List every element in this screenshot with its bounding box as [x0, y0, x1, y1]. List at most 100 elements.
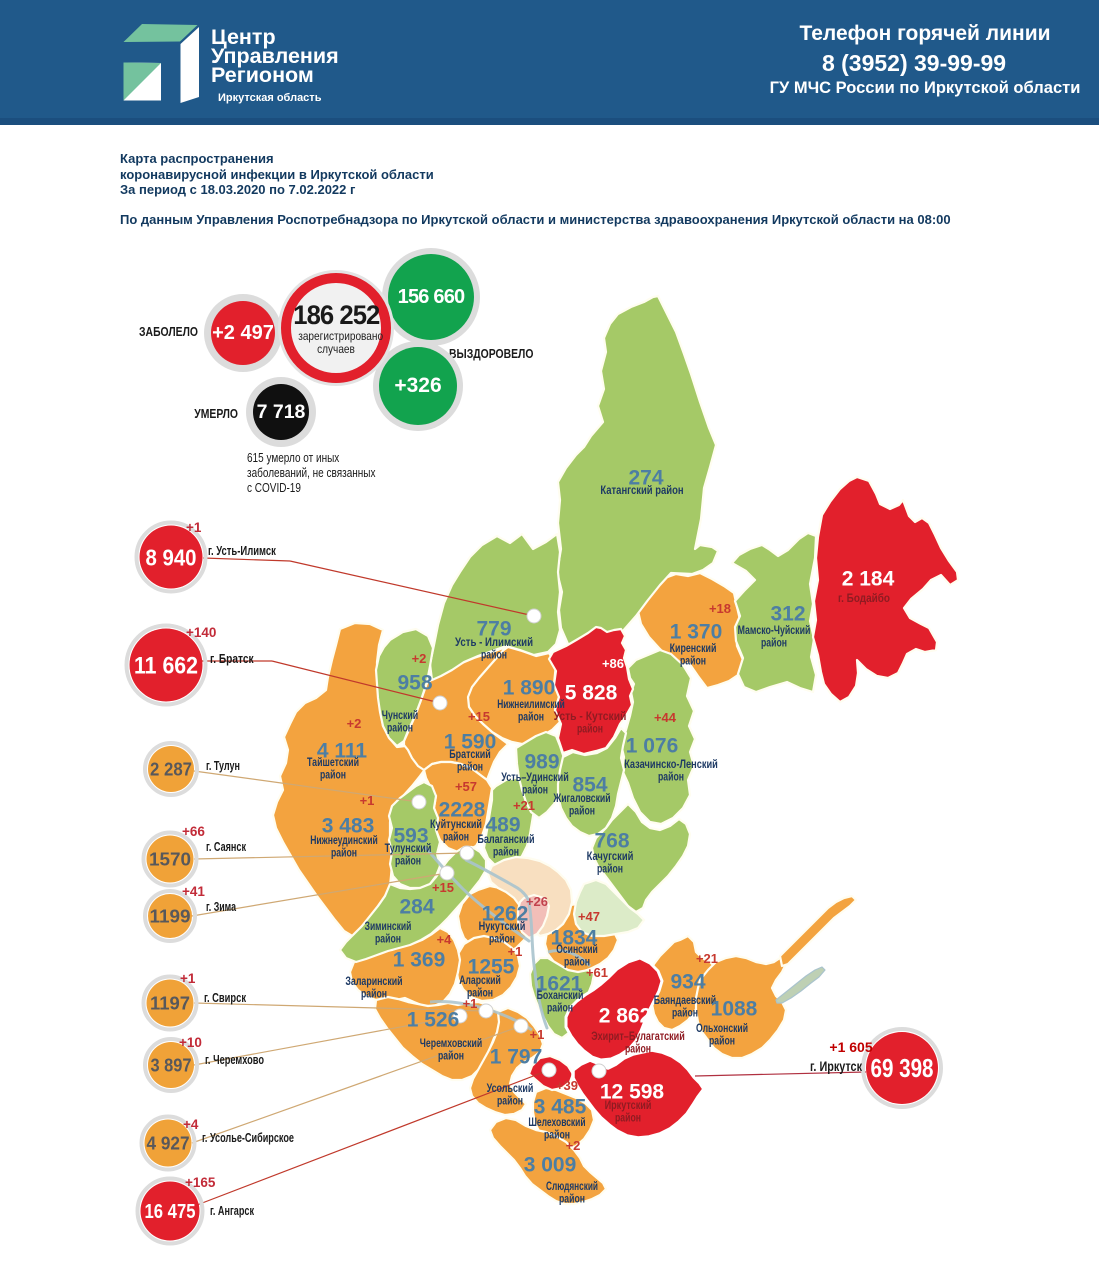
svg-text:Жигаловский: Жигаловский [553, 791, 611, 805]
svg-text:+1: +1 [530, 1027, 545, 1042]
svg-text:Аларский: Аларский [459, 973, 501, 987]
svg-text:Баяндаевский: Баяндаевский [654, 993, 716, 1007]
svg-text:1199: 1199 [150, 906, 191, 926]
svg-text:489: 489 [485, 814, 520, 837]
svg-text:г. Саянск: г. Саянск [206, 839, 246, 854]
svg-text:район: район [569, 804, 595, 818]
svg-text:11 662: 11 662 [134, 653, 198, 680]
svg-text:г. Иркутск: г. Иркутск [810, 1059, 862, 1074]
svg-text:2 862: 2 862 [599, 1005, 652, 1028]
svg-text:район: район [709, 1034, 735, 1048]
svg-text:Черемховский: Черемховский [420, 1036, 482, 1050]
svg-text:+15: +15 [432, 880, 454, 895]
svg-text:779: 779 [476, 618, 511, 641]
svg-text:район: район [564, 955, 590, 969]
svg-text:район: район [761, 636, 787, 650]
svg-text:район: район [320, 768, 346, 782]
svg-text:район: район [615, 1111, 641, 1125]
svg-text:г. Усолье-Сибирское: г. Усолье-Сибирское [202, 1130, 294, 1145]
svg-text:Шелеховский: Шелеховский [528, 1115, 585, 1129]
svg-text:район: район [489, 932, 515, 946]
svg-text:2 184: 2 184 [842, 568, 895, 591]
svg-text:+165: +165 [185, 1175, 216, 1190]
svg-text:район: район [658, 770, 684, 784]
svg-text:Катангский район: Катангский район [600, 483, 683, 497]
svg-text:+57: +57 [455, 779, 477, 794]
svg-text:район: район [395, 854, 421, 868]
svg-text:+86: +86 [602, 656, 624, 671]
svg-text:Нижнеилимский: Нижнеилимский [497, 697, 565, 711]
svg-text:г. Свирск: г. Свирск [204, 990, 246, 1005]
svg-text:+2: +2 [412, 651, 427, 666]
svg-text:+1: +1 [360, 793, 375, 808]
svg-text:+18: +18 [709, 601, 731, 616]
svg-text:г. Бодайбо: г. Бодайбо [838, 591, 890, 605]
svg-text:район: район [522, 783, 548, 797]
svg-text:768: 768 [594, 830, 629, 853]
svg-text:район: район [438, 1049, 464, 1063]
svg-text:Ольхонский: Ольхонский [696, 1021, 748, 1035]
svg-text:г. Братск: г. Братск [210, 651, 254, 666]
svg-text:16 475: 16 475 [145, 1201, 196, 1223]
svg-text:+140: +140 [186, 625, 216, 640]
svg-text:Казачинско-Ленский: Казачинско-Ленский [624, 757, 718, 771]
svg-text:+1: +1 [463, 996, 478, 1011]
svg-text:Осинский: Осинский [556, 942, 598, 956]
svg-text:1255: 1255 [468, 956, 515, 979]
svg-text:1262: 1262 [482, 903, 529, 926]
svg-text:3 897: 3 897 [151, 1055, 192, 1075]
svg-text:район: район [331, 846, 357, 860]
svg-text:+21: +21 [696, 951, 718, 966]
svg-text:район: район [547, 1001, 573, 1015]
svg-text:Тайшетский: Тайшетский [307, 755, 359, 769]
svg-text:район: район [559, 1192, 585, 1206]
svg-text:Усть–Удинский: Усть–Удинский [501, 770, 569, 784]
svg-text:+1: +1 [186, 520, 202, 535]
svg-text:1 076: 1 076 [626, 735, 679, 758]
svg-text:934: 934 [670, 971, 705, 994]
svg-text:район: район [387, 721, 413, 735]
svg-text:+61: +61 [586, 965, 608, 980]
svg-text:Тулунский: Тулунский [385, 841, 432, 855]
svg-text:г. Усть-Илимск: г. Усть-Илимск [208, 543, 276, 558]
svg-text:Слюдянский: Слюдянский [546, 1179, 598, 1193]
svg-text:1570: 1570 [149, 849, 191, 869]
svg-text:1834: 1834 [551, 927, 598, 950]
svg-text:Иркутский: Иркутский [605, 1098, 652, 1112]
svg-text:район: район [457, 760, 483, 774]
svg-text:Чунский: Чунский [382, 708, 418, 722]
svg-text:Зиминский: Зиминский [365, 919, 412, 933]
svg-text:1 526: 1 526 [407, 1009, 460, 1032]
svg-text:+1 605: +1 605 [829, 1039, 872, 1055]
svg-text:4 111: 4 111 [317, 740, 368, 763]
svg-text:район: район [493, 845, 519, 859]
svg-text:район: район [518, 710, 544, 724]
svg-text:+4: +4 [183, 1117, 199, 1132]
svg-text:3 483: 3 483 [322, 815, 375, 838]
svg-text:1197: 1197 [150, 993, 190, 1013]
svg-text:5 828: 5 828 [565, 682, 618, 705]
svg-text:район: район [544, 1128, 570, 1142]
svg-text:958: 958 [397, 672, 432, 695]
svg-text:+39: +39 [556, 1078, 578, 1093]
svg-text:+44: +44 [654, 710, 677, 725]
svg-text:1 797: 1 797 [490, 1046, 543, 1069]
svg-text:Усть - Илимский: Усть - Илимский [455, 635, 533, 649]
svg-text:+66: +66 [182, 824, 205, 839]
svg-text:г. Ангарск: г. Ангарск [210, 1203, 254, 1218]
svg-text:2 287: 2 287 [150, 759, 192, 779]
svg-text:Куйтунский: Куйтунский [430, 817, 482, 831]
svg-text:2228: 2228 [439, 799, 486, 822]
svg-text:312: 312 [770, 603, 805, 626]
svg-text:Качугский: Качугский [587, 849, 634, 863]
svg-text:Боханский: Боханский [537, 988, 584, 1002]
svg-text:+47: +47 [578, 909, 600, 924]
svg-text:+10: +10 [179, 1035, 202, 1050]
svg-text:Усольский: Усольский [487, 1081, 534, 1095]
svg-text:+26: +26 [526, 894, 548, 909]
svg-text:Эхирит–Булагатский: Эхирит–Булагатский [591, 1029, 685, 1043]
svg-text:+41: +41 [182, 884, 205, 899]
svg-text:г. Черемхово: г. Черемхово [205, 1052, 264, 1067]
svg-text:Братский: Братский [449, 747, 491, 761]
svg-text:274: 274 [628, 467, 663, 490]
